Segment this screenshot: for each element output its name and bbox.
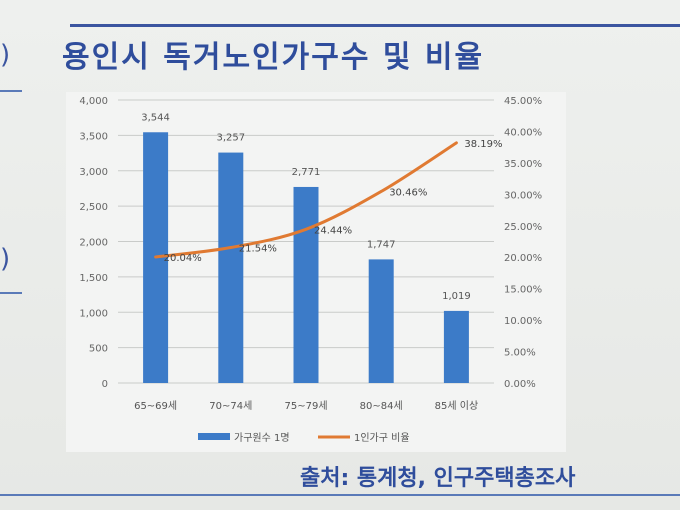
y-tick-label: 4,000 bbox=[79, 96, 108, 107]
y2-tick-label: 30.00% bbox=[504, 190, 542, 201]
line-value-label: 38.19% bbox=[464, 139, 502, 150]
y2-tick-label: 25.00% bbox=[504, 222, 542, 233]
y2-tick-label: 10.00% bbox=[504, 316, 542, 327]
x-tick-label: 80~84세 bbox=[360, 400, 403, 412]
y2-tick-label: 5.00% bbox=[504, 348, 536, 359]
line-value-label: 24.44% bbox=[314, 225, 352, 236]
y-tick-label: 2,500 bbox=[79, 202, 108, 213]
line-value-label: 30.46% bbox=[389, 187, 427, 198]
y-tick-label: 3,000 bbox=[79, 167, 108, 178]
y-tick-label: 500 bbox=[89, 344, 108, 355]
bar-value-label: 2,771 bbox=[292, 167, 321, 178]
page-title: 용인시 독거노인가구수 및 비율 bbox=[62, 40, 485, 75]
bottom-divider bbox=[0, 494, 680, 496]
bar-value-label: 1,747 bbox=[367, 239, 396, 250]
y2-tick-label: 45.00% bbox=[504, 96, 542, 107]
bar bbox=[218, 152, 244, 383]
side-divider-top bbox=[0, 90, 22, 92]
y2-tick-label: 35.00% bbox=[504, 159, 542, 170]
bar bbox=[293, 186, 319, 383]
source-note: 출처: 통계청, 인구주택총조사 bbox=[300, 466, 576, 491]
bar bbox=[368, 259, 394, 383]
line-value-label: 20.04% bbox=[164, 253, 202, 264]
legend-bar-swatch bbox=[198, 433, 230, 440]
bar-value-label: 3,544 bbox=[141, 112, 170, 123]
y2-tick-label: 40.00% bbox=[504, 127, 542, 138]
y-tick-label: 2,000 bbox=[79, 238, 108, 249]
line-value-label: 21.54% bbox=[239, 244, 277, 255]
x-tick-label: 75~79세 bbox=[284, 400, 327, 412]
bar-value-label: 3,257 bbox=[216, 133, 245, 144]
ratio-line bbox=[154, 141, 458, 259]
bar-value-label: 1,019 bbox=[442, 291, 471, 302]
side-mark-middle: ) bbox=[0, 244, 11, 274]
y-tick-label: 1,000 bbox=[79, 308, 108, 319]
x-tick-label: 70~74세 bbox=[209, 400, 252, 412]
y2-tick-label: 20.00% bbox=[504, 253, 542, 264]
legend-line-label: 1인가구 비율 bbox=[354, 432, 410, 444]
legend-bar-label: 가구원수 1명 bbox=[234, 432, 290, 444]
y2-tick-label: 0.00% bbox=[504, 379, 536, 390]
y-tick-label: 0 bbox=[102, 379, 108, 390]
y2-tick-label: 15.00% bbox=[504, 285, 542, 296]
y-tick-label: 1,500 bbox=[79, 273, 108, 284]
y-tick-label: 3,500 bbox=[79, 131, 108, 142]
top-divider bbox=[70, 24, 680, 27]
x-tick-label: 85세 이상 bbox=[435, 400, 479, 412]
bar bbox=[443, 310, 469, 383]
side-divider-middle bbox=[0, 292, 22, 294]
x-tick-label: 65~69세 bbox=[134, 400, 177, 412]
side-mark-top: ) bbox=[0, 40, 11, 70]
